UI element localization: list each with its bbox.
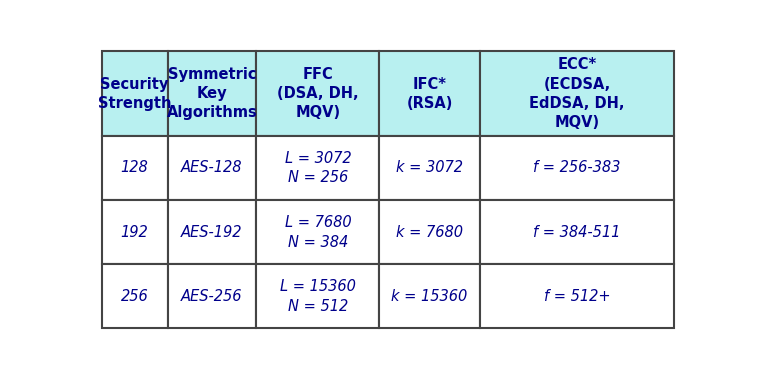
Text: N = 512: N = 512 (288, 299, 348, 314)
Text: f = 384-511: f = 384-511 (533, 224, 621, 240)
Bar (379, 136, 480, 200)
Bar (257, 136, 379, 200)
Text: N = 384: N = 384 (288, 235, 348, 250)
Text: Symmetric
Key
Algorithms: Symmetric Key Algorithms (167, 67, 257, 120)
Bar (257, 52, 379, 136)
Bar (480, 200, 674, 264)
Text: 128: 128 (120, 161, 148, 176)
Text: k = 7680: k = 7680 (396, 224, 463, 240)
Bar (379, 52, 480, 136)
Bar (167, 200, 257, 264)
Text: f = 512+: f = 512+ (544, 289, 610, 304)
Text: ECC*
(ECDSA,
EdDSA, DH,
MQV): ECC* (ECDSA, EdDSA, DH, MQV) (529, 58, 625, 130)
Bar (257, 200, 379, 264)
Text: 192: 192 (120, 224, 148, 240)
Bar (480, 136, 674, 200)
Text: FFC
(DSA, DH,
MQV): FFC (DSA, DH, MQV) (277, 67, 359, 120)
Text: L = 3072: L = 3072 (285, 150, 351, 165)
Bar (480, 52, 674, 136)
Text: AES-128: AES-128 (181, 161, 243, 176)
Text: Security
Strength: Security Strength (98, 77, 171, 111)
Bar (167, 264, 257, 328)
Bar (101, 136, 167, 200)
Text: k = 15360: k = 15360 (391, 289, 468, 304)
Bar (379, 264, 480, 328)
Text: IFC*
(RSA): IFC* (RSA) (407, 77, 453, 111)
Text: 256: 256 (120, 289, 148, 304)
Bar (379, 200, 480, 264)
Bar (101, 52, 167, 136)
Text: L = 15360: L = 15360 (280, 279, 356, 294)
Bar (480, 264, 674, 328)
Text: AES-192: AES-192 (181, 224, 243, 240)
Bar (101, 200, 167, 264)
Text: f = 256-383: f = 256-383 (533, 161, 621, 176)
Bar (101, 264, 167, 328)
Text: AES-256: AES-256 (181, 289, 243, 304)
Text: k = 3072: k = 3072 (396, 161, 463, 176)
Text: L = 7680: L = 7680 (285, 215, 351, 230)
Bar (257, 264, 379, 328)
Text: N = 256: N = 256 (288, 170, 348, 185)
Bar (167, 52, 257, 136)
Bar (167, 136, 257, 200)
